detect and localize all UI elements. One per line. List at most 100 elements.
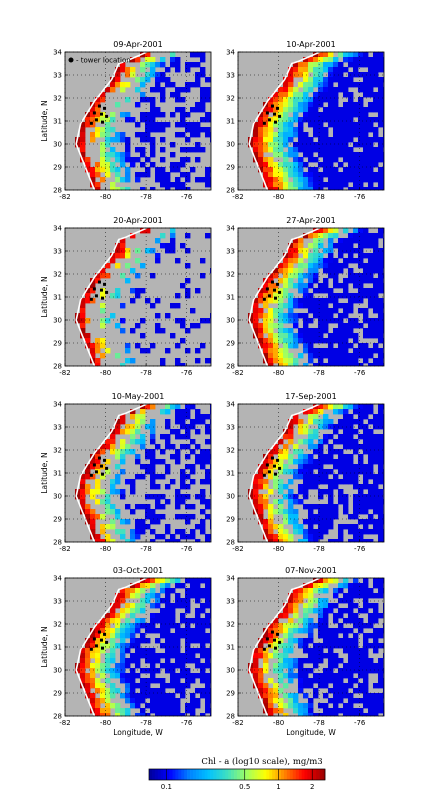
y-tick-label: 32 xyxy=(226,95,235,103)
chl-cell xyxy=(110,87,116,93)
chl-cell xyxy=(383,499,384,505)
chl-cell xyxy=(120,623,126,629)
chl-cell xyxy=(125,698,131,704)
chl-cell xyxy=(313,172,319,178)
chl-cell xyxy=(263,167,269,173)
chl-cell xyxy=(338,338,344,344)
chl-cell xyxy=(348,298,354,304)
chl-cell xyxy=(298,172,304,178)
chl-cell xyxy=(348,419,354,425)
chl-cell xyxy=(338,253,344,259)
chl-cell xyxy=(368,429,374,435)
chlorophyll-field xyxy=(248,228,384,366)
chl-cell xyxy=(308,529,314,535)
chl-cell xyxy=(273,162,279,168)
chl-cell xyxy=(313,363,319,366)
chl-cell xyxy=(205,414,211,420)
chl-cell xyxy=(298,248,304,254)
chl-cell xyxy=(303,273,309,279)
chl-cell xyxy=(358,62,364,68)
chl-cell xyxy=(135,288,141,294)
chl-cell xyxy=(338,147,344,153)
chl-cell xyxy=(165,648,171,654)
chl-cell xyxy=(135,439,141,445)
chl-cell xyxy=(268,107,274,113)
chl-cell xyxy=(288,668,294,674)
chl-cell xyxy=(293,132,299,138)
chl-cell xyxy=(303,57,309,63)
chl-cell xyxy=(283,633,289,639)
chl-cell xyxy=(288,77,294,83)
chl-cell xyxy=(258,514,264,520)
chl-cell xyxy=(293,524,299,530)
chl-cell xyxy=(383,243,384,249)
chl-cell xyxy=(268,157,274,163)
chl-cell xyxy=(263,328,269,334)
chl-cell xyxy=(343,263,349,269)
chl-cell xyxy=(383,323,384,329)
chl-cell xyxy=(378,258,384,264)
chl-cell xyxy=(288,92,294,98)
chl-cell xyxy=(358,52,364,58)
chl-cell xyxy=(160,633,166,639)
chl-cell xyxy=(293,419,299,425)
chl-cell xyxy=(205,688,211,694)
chl-cell xyxy=(200,459,206,465)
chl-cell xyxy=(90,489,96,495)
chl-cell xyxy=(343,479,349,485)
chl-cell xyxy=(383,127,384,133)
chl-cell xyxy=(318,333,324,339)
chl-cell xyxy=(348,539,354,542)
chl-cell xyxy=(298,439,304,445)
chl-cell xyxy=(363,663,369,669)
tower-marker xyxy=(265,463,269,467)
chl-cell xyxy=(363,167,369,173)
chl-cell xyxy=(110,653,116,659)
chl-cell xyxy=(283,283,289,289)
chl-cell xyxy=(378,509,384,515)
chl-cell xyxy=(318,283,324,289)
chl-cell xyxy=(278,534,284,540)
chl-cell xyxy=(200,177,206,183)
chl-cell xyxy=(323,157,329,163)
colorbar-segment xyxy=(213,769,217,780)
chl-cell xyxy=(165,613,171,619)
chl-cell xyxy=(348,318,354,324)
chl-cell xyxy=(323,703,329,709)
chl-cell xyxy=(150,97,156,103)
chl-cell xyxy=(110,643,116,649)
chl-cell xyxy=(348,137,354,143)
chl-cell xyxy=(210,588,211,594)
chl-cell xyxy=(288,258,294,264)
chl-cell xyxy=(383,693,384,699)
chl-cell xyxy=(268,343,274,349)
chl-cell xyxy=(105,708,111,714)
chl-cell xyxy=(185,409,191,415)
chl-cell xyxy=(278,308,284,314)
chl-cell xyxy=(268,539,274,542)
chl-cell xyxy=(363,653,369,659)
chl-cell xyxy=(363,449,369,455)
chl-cell xyxy=(115,464,121,470)
chl-cell xyxy=(363,343,369,349)
chl-cell xyxy=(120,459,126,465)
chl-cell xyxy=(358,583,364,589)
chl-cell xyxy=(308,303,314,309)
chl-cell xyxy=(85,318,91,324)
chl-cell xyxy=(378,539,384,542)
chl-cell xyxy=(363,414,369,420)
chl-cell xyxy=(288,167,294,173)
chl-cell xyxy=(383,519,384,525)
chl-cell xyxy=(283,142,289,148)
chl-cell xyxy=(378,273,384,279)
chl-cell xyxy=(210,77,211,83)
chl-cell xyxy=(190,658,196,664)
chl-cell xyxy=(110,449,116,455)
chl-cell xyxy=(288,137,294,143)
tower-marker xyxy=(105,290,109,294)
chl-cell xyxy=(135,293,141,299)
chl-cell xyxy=(273,338,279,344)
chl-cell xyxy=(348,459,354,465)
chl-cell xyxy=(378,424,384,430)
chl-cell xyxy=(130,603,136,609)
